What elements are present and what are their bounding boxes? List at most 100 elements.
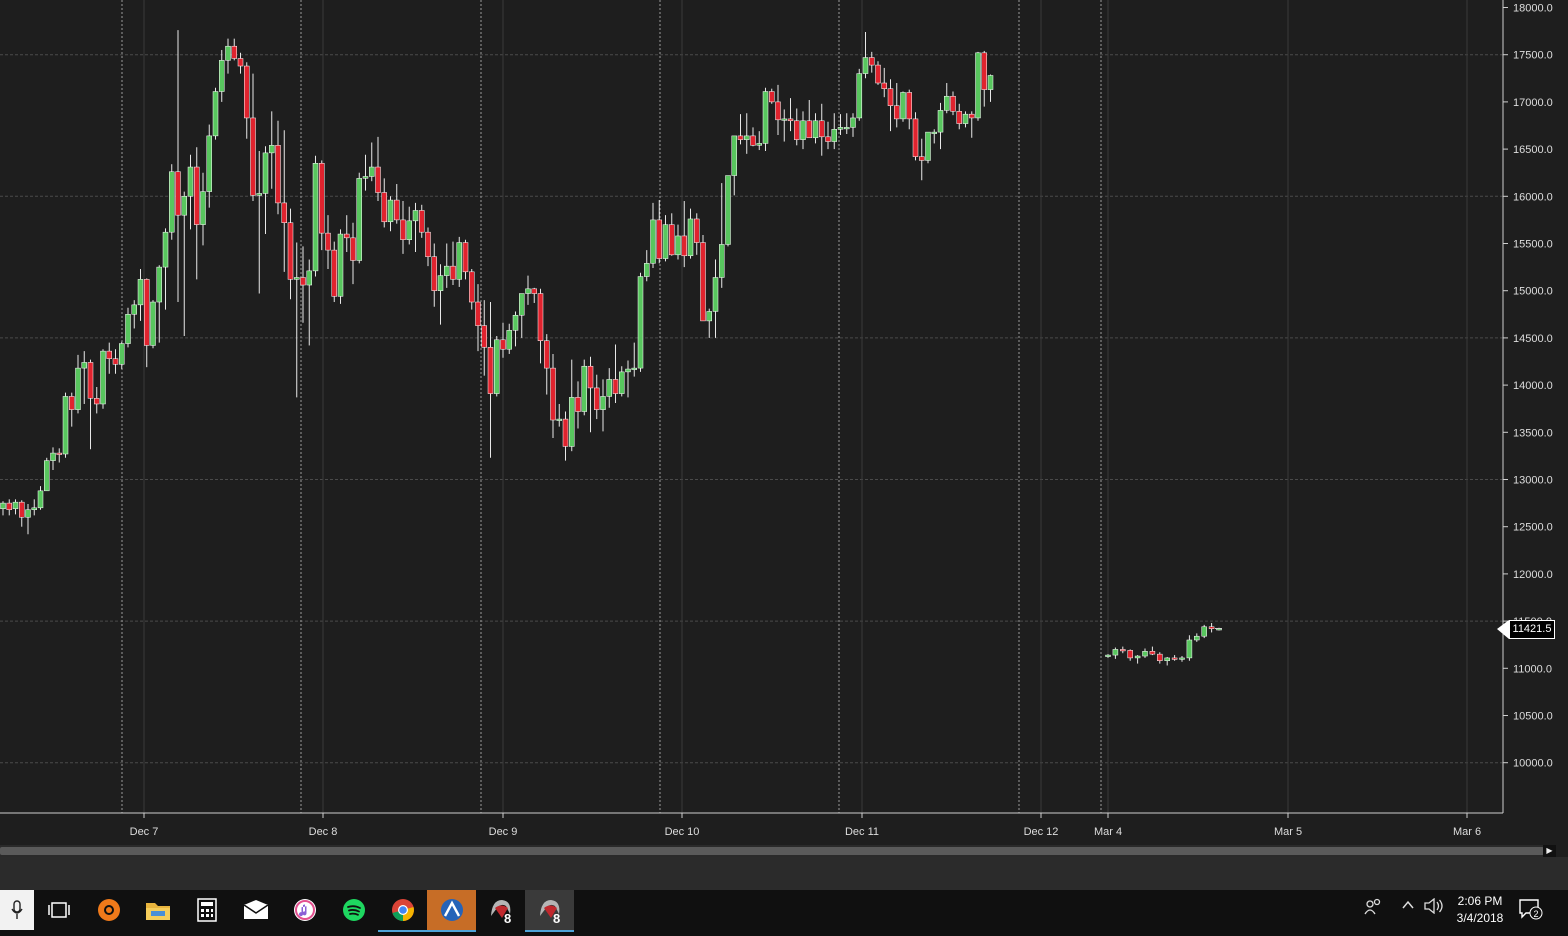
calculator-icon[interactable] [182,890,231,930]
candle-up [137,279,144,306]
trading-platform-icon[interactable] [427,890,476,932]
candle-up [519,293,525,316]
candle-down [19,501,25,518]
y-tick-label: 16500.0 [1513,144,1553,156]
candle-down [481,325,487,348]
candle-down [425,231,431,257]
chart-footer-strip [0,857,1568,890]
candle-up [156,266,162,303]
candlestick-chart-svg[interactable]: 18000.0 17500.0 17000.0 16500.0 16000.0 15500… [0,0,1568,845]
chevron-up-icon[interactable] [1401,898,1415,916]
candle-down [281,202,287,223]
badge-b: 8 [553,911,560,924]
candle-up [625,368,631,373]
candle-up [1194,635,1200,641]
itunes-icon[interactable] [280,890,329,930]
notification-center-icon[interactable]: 2 [1518,898,1544,924]
badge-a: 8 [504,911,511,924]
candle-down [475,301,481,326]
candle-up [844,127,850,130]
candle-up [1112,649,1119,656]
mic-icon[interactable] [0,890,34,930]
candle-up [987,75,994,90]
candle-up [637,276,644,369]
candle-up [12,501,19,510]
candle-down [1157,653,1163,661]
candle-up [1105,654,1111,657]
candle-up [25,509,31,518]
clock-date: 3/4/2018 [1456,911,1504,925]
candle-up [406,220,412,240]
candle-down [56,452,62,455]
candle-down [469,271,475,303]
candle-up [506,330,512,350]
scrollbar-thumb[interactable] [0,847,1544,855]
x-tick-label: Dec 10 [665,826,700,838]
y-tick-label: 12000.0 [1513,569,1553,581]
candle-up [719,244,725,278]
y-tick-label: 17500.0 [1513,50,1553,62]
system-clock[interactable]: 2:06 PM 3/4/2018 [1448,893,1512,927]
candle-up [675,235,681,256]
y-tick-label: 11000.0 [1513,663,1552,675]
candle-down [1171,657,1178,660]
candle-up [1201,626,1207,637]
candle-down [769,91,775,103]
candle-up [387,199,394,223]
candle-up [644,263,650,277]
candle-down [325,232,331,251]
candle-down [819,120,825,138]
candle-down [950,95,956,112]
candle-down [806,120,812,139]
candle-up [37,490,44,509]
candle-up [219,60,225,92]
candle-down [550,367,556,421]
y-tick-label: 14000.0 [1513,380,1553,392]
file-explorer-icon[interactable] [133,890,182,930]
ninjatrader-icon-b[interactable]: 8 [525,890,574,932]
candle-up [362,176,369,179]
candle-up [31,507,37,510]
candle-up [931,131,937,134]
people-icon[interactable] [1364,898,1382,920]
candle-down [544,340,550,369]
x-tick-label: Dec 8 [309,826,338,838]
candle-up [606,379,612,397]
horizontal-scrollbar[interactable]: ▶ [0,845,1556,857]
task-view-icon[interactable] [34,890,83,930]
x-tick-label: Mar 5 [1274,826,1302,838]
candle-up [800,120,806,140]
candle-down [750,135,756,146]
candle-down [894,105,900,120]
candle-down [300,277,306,286]
candle-up [306,270,312,286]
scroll-right-arrow-icon[interactable]: ▶ [1543,845,1556,857]
price-chart[interactable]: 18000.0 17500.0 17000.0 16500.0 16000.0 15500… [0,0,1568,845]
candle-up [150,301,156,346]
notification-count: 2 [1534,909,1539,919]
candle-up [269,145,275,154]
candle-down [537,293,544,341]
chrome-icon[interactable] [378,890,427,932]
y-tick-label: 10000.0 [1513,758,1553,770]
candle-down [1149,651,1156,655]
mail-icon[interactable] [231,890,280,930]
candle-up [662,224,669,259]
candle-up [812,120,819,139]
candle-down [244,65,250,119]
candle-up [75,367,81,410]
windows-taskbar: 8 8 2:06 PM 3/4/2018 2 [0,890,1568,936]
candle-down [194,166,200,225]
candle-down [6,502,12,510]
candle-down [394,199,400,221]
ninjatrader-icon-a[interactable]: 8 [476,890,525,930]
avast-icon[interactable] [84,890,133,930]
candle-up [337,233,344,297]
volume-icon[interactable] [1424,897,1444,918]
spotify-icon[interactable] [329,890,378,930]
candle-up [131,304,137,315]
last-price-marker [1497,620,1509,639]
candle-down [825,136,831,142]
candle-up [631,367,637,370]
candle-up [850,117,856,128]
